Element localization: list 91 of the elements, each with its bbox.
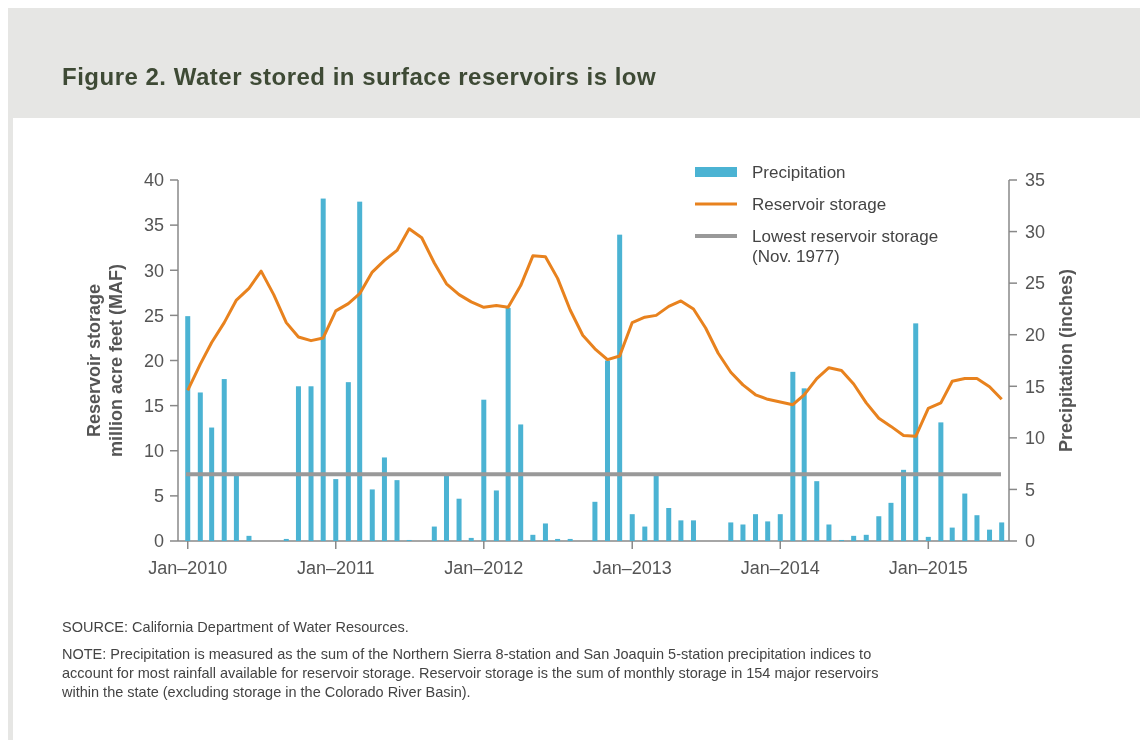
bar — [283, 538, 289, 541]
bar — [505, 307, 511, 541]
y2-axis-title: Precipitation (inches) — [1056, 268, 1076, 453]
y2-tick-label: 15 — [1025, 376, 1046, 397]
bar — [233, 473, 239, 541]
x-tick-label: Jan–2012 — [444, 558, 524, 578]
bar — [431, 526, 437, 541]
bar — [246, 535, 252, 541]
bar — [925, 536, 931, 541]
y2-tick-label: 20 — [1025, 325, 1046, 346]
bar — [666, 507, 672, 541]
y-axis-title: Reservoir storage million acre feet (MAF) — [84, 263, 126, 458]
bar — [999, 522, 1005, 541]
y-tick-label: 10 — [143, 441, 164, 462]
bar — [308, 386, 314, 541]
bar — [765, 521, 771, 541]
bar — [604, 360, 610, 541]
bar — [530, 534, 536, 541]
bar — [381, 457, 387, 541]
y2-tick-label: 0 — [1025, 531, 1036, 552]
bar — [197, 392, 203, 541]
y-tick-label: 40 — [143, 170, 164, 191]
x-tick-label: Jan–2011 — [296, 558, 375, 578]
bar — [653, 473, 659, 541]
bar — [938, 422, 944, 541]
bar — [555, 538, 561, 541]
bar — [974, 515, 980, 541]
line-series — [186, 227, 1004, 438]
bar — [863, 534, 869, 541]
bar — [801, 388, 807, 541]
bar — [629, 514, 635, 541]
bar — [690, 520, 696, 541]
bar — [456, 498, 462, 541]
x-tick-label: Jan–2015 — [888, 558, 968, 578]
bar — [617, 234, 623, 541]
bar — [753, 514, 759, 541]
bar — [814, 481, 820, 541]
y2-tick-label: 10 — [1025, 428, 1046, 449]
bar — [962, 493, 968, 541]
bar — [592, 501, 598, 541]
bar — [333, 479, 339, 541]
bar — [295, 386, 301, 541]
x-tick-label: Jan–2013 — [592, 558, 672, 578]
bar — [567, 538, 573, 541]
bar — [481, 399, 487, 541]
y2-tick-label: 30 — [1025, 221, 1046, 242]
bar — [642, 526, 648, 541]
bar — [357, 201, 363, 541]
bar — [468, 537, 474, 541]
y-tick-label: 25 — [143, 305, 164, 326]
bar — [369, 489, 375, 541]
y-tick-label: 15 — [143, 395, 164, 416]
bar — [394, 480, 400, 541]
bar — [345, 382, 351, 541]
bar — [949, 527, 955, 541]
legend-label: Reservoir storage — [752, 195, 887, 214]
bar — [443, 473, 449, 541]
y-tick-label: 5 — [153, 486, 164, 507]
bar — [888, 502, 894, 541]
legend-label: Lowest reservoir storage (Nov. 1977) — [752, 227, 939, 266]
y2-tick-label: 5 — [1025, 479, 1036, 500]
bar — [777, 514, 783, 541]
bar — [728, 522, 734, 541]
bar — [185, 316, 191, 541]
y-tick-label: 20 — [143, 350, 164, 371]
legend-label: Precipitation — [752, 163, 846, 182]
y2-tick-label: 25 — [1025, 273, 1046, 294]
bar — [320, 198, 326, 541]
bar — [987, 529, 993, 541]
y-tick-label: 30 — [143, 260, 164, 281]
bar — [678, 520, 684, 541]
bar — [209, 427, 215, 541]
bar — [851, 535, 857, 541]
bar — [790, 371, 796, 541]
bar — [518, 424, 524, 541]
chart-title: Figure 2. Water stored in surface reservoirs is low — [62, 63, 657, 90]
y-tick-label: 35 — [143, 215, 164, 236]
bar — [913, 323, 919, 541]
bar — [826, 524, 832, 541]
bar — [901, 469, 907, 541]
y-tick-label: 0 — [153, 531, 164, 552]
bar — [493, 490, 499, 541]
bar — [221, 379, 227, 541]
text: NOTE: Precipitation is measured as the sum of the Northern Sierra 8-station and San Joaquin 5-station precipitation indices to account for most rainfall available for reservoir storage. Reservoir storage is the sum of monthly storage in 154 major reservoirs within the state (excluding storage in the Colorado River Basin). — [61, 646, 879, 700]
bar — [542, 523, 548, 541]
y2-tick-label: 35 — [1025, 170, 1046, 191]
x-tick-label: Jan–2014 — [740, 558, 820, 578]
bar — [740, 524, 746, 541]
x-tick-label: Jan–2010 — [148, 558, 228, 578]
source-note: SOURCE: California Department of Water Resources. — [62, 619, 409, 635]
bar — [876, 516, 882, 541]
